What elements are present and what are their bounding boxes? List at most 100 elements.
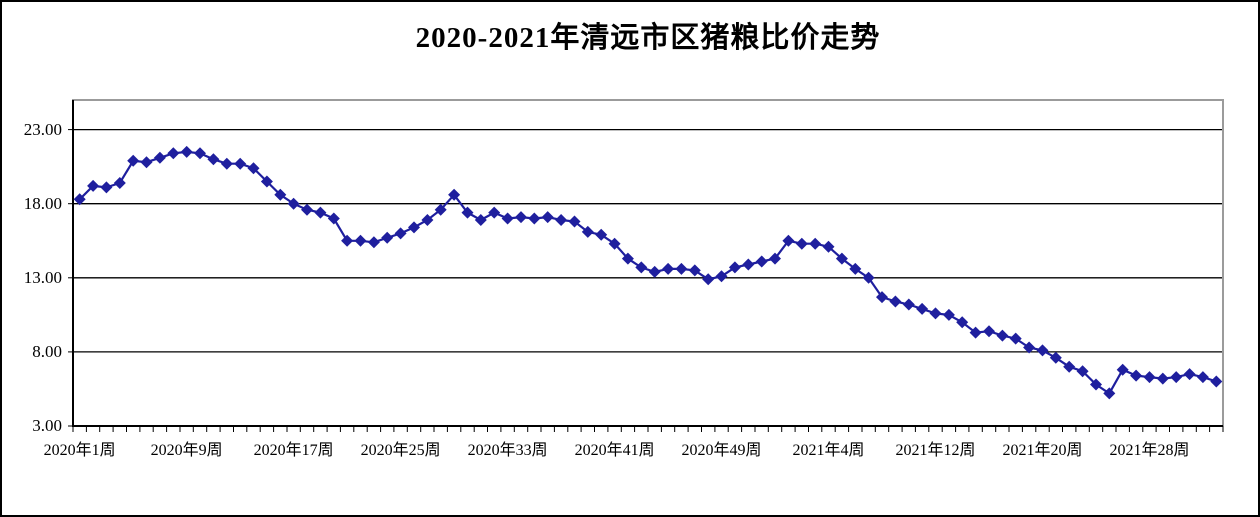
data-point-marker <box>621 252 634 265</box>
x-axis-label: 2020年1周 <box>43 442 116 459</box>
y-axis-label: 3.00 <box>32 416 62 435</box>
data-point-marker <box>381 231 394 244</box>
data-point-marker <box>474 214 487 226</box>
data-point-marker <box>448 188 461 201</box>
data-point-marker <box>782 234 795 247</box>
x-axis-label: 2021年20周 <box>1002 442 1083 459</box>
data-point-marker <box>127 154 140 167</box>
data-point-marker <box>515 211 527 224</box>
data-point-marker <box>341 234 354 247</box>
data-point-marker <box>367 236 380 249</box>
data-point-marker <box>983 325 995 338</box>
data-point-marker <box>581 225 594 238</box>
y-axis-label: 23.00 <box>23 119 62 139</box>
data-point-marker <box>394 227 407 240</box>
x-axis-label: 2020年25周 <box>360 442 441 459</box>
data-point-marker <box>1063 360 1076 373</box>
data-point-marker <box>73 193 86 206</box>
data-point-marker <box>461 206 474 219</box>
data-point-marker <box>702 273 715 286</box>
data-point-marker <box>113 177 126 189</box>
data-point-marker <box>648 265 661 278</box>
data-point-marker <box>635 261 648 274</box>
data-point-marker <box>220 157 233 170</box>
data-point-marker <box>1103 387 1116 400</box>
data-point-marker <box>1183 368 1196 381</box>
data-point-marker <box>301 203 313 216</box>
data-point-marker <box>167 147 180 160</box>
data-point-marker <box>488 206 501 219</box>
data-point-marker <box>1196 371 1209 384</box>
data-point-marker <box>862 271 875 284</box>
data-point-marker <box>1130 369 1143 382</box>
data-point-marker <box>234 157 247 170</box>
data-point-marker <box>354 234 367 247</box>
data-point-marker <box>956 316 969 329</box>
data-point-marker <box>1116 363 1129 376</box>
data-point-marker <box>555 214 568 226</box>
data-point-marker <box>327 212 340 225</box>
x-axis-label: 2020年17周 <box>253 442 334 459</box>
data-point-marker <box>969 326 982 339</box>
data-point-marker <box>274 188 287 201</box>
data-point-marker <box>809 237 822 250</box>
data-point-marker <box>501 212 514 225</box>
y-axis-label: 13.00 <box>23 267 62 287</box>
data-point-marker <box>194 147 206 160</box>
data-point-marker <box>675 262 688 275</box>
data-point-marker <box>1143 371 1156 384</box>
data-point-marker <box>421 214 434 226</box>
series-line <box>78 150 1217 395</box>
data-point-marker <box>835 252 848 265</box>
data-point-marker <box>795 237 808 250</box>
chart-title: 2020-2021年清远市区猪粮比价走势 <box>415 22 881 54</box>
x-axis-label: 2020年49周 <box>681 442 762 459</box>
data-point-marker <box>1090 378 1102 391</box>
data-point-marker <box>942 308 955 321</box>
data-point-marker <box>1023 341 1036 354</box>
data-point-marker <box>662 262 675 275</box>
data-point-marker <box>314 206 327 219</box>
data-point-marker <box>260 175 273 188</box>
x-axis-label: 2021年28周 <box>1109 442 1190 459</box>
data-point-marker <box>1210 375 1223 388</box>
y-axis-label: 18.00 <box>23 193 62 213</box>
x-axis-label: 2021年4周 <box>792 442 865 459</box>
data-point-marker <box>849 262 862 275</box>
data-point-marker <box>889 295 902 308</box>
data-point-marker <box>876 291 888 304</box>
data-point-marker <box>140 156 153 169</box>
data-point-marker <box>1170 371 1183 384</box>
data-point-marker <box>742 258 755 271</box>
y-axis-label: 8.00 <box>32 341 62 361</box>
x-axis-label: 2020年9周 <box>150 442 223 459</box>
data-point-marker <box>822 240 835 253</box>
data-point-marker <box>902 298 915 311</box>
data-point-marker <box>608 237 621 250</box>
data-point-marker <box>541 211 554 224</box>
data-point-marker <box>1076 365 1089 378</box>
data-point-marker <box>207 153 220 166</box>
data-point-marker <box>153 151 166 164</box>
data-point-marker <box>1049 351 1062 364</box>
data-point-marker <box>715 270 728 283</box>
data-point-marker <box>916 302 929 315</box>
data-point-marker <box>1156 372 1169 385</box>
x-axis-label: 2021年12周 <box>895 442 976 459</box>
data-point-marker <box>100 181 113 194</box>
x-axis-label: 2020年41周 <box>574 442 655 459</box>
data-point-marker <box>755 255 768 268</box>
data-point-marker <box>769 252 781 265</box>
data-point-marker <box>688 264 701 277</box>
data-point-marker <box>929 307 942 320</box>
data-point-marker <box>247 162 260 175</box>
data-point-marker <box>180 145 193 158</box>
data-point-marker <box>287 197 300 210</box>
data-point-marker <box>87 179 100 192</box>
data-point-marker <box>568 215 581 228</box>
data-point-marker <box>408 221 420 234</box>
data-point-marker <box>528 212 541 225</box>
data-point-marker <box>1009 332 1022 345</box>
data-point-marker <box>595 228 608 241</box>
